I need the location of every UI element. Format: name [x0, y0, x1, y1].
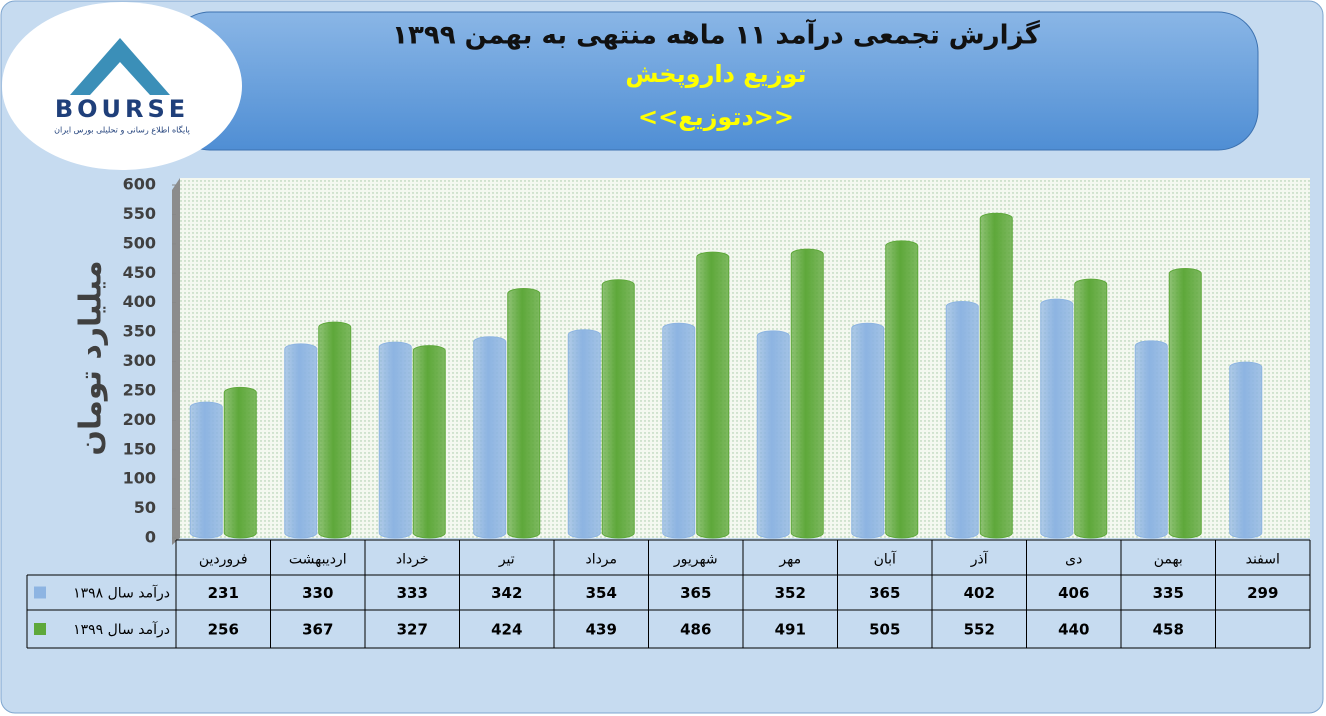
y-tick-label: 0 [145, 528, 156, 547]
bar [507, 288, 541, 539]
bar [601, 279, 635, 539]
x-tick-label: آذر [970, 551, 989, 568]
plot-area [180, 178, 1310, 538]
bar [318, 321, 352, 539]
logo-text: BOURSE [55, 95, 189, 123]
table-cell: 299 [1247, 584, 1278, 602]
bar [1074, 278, 1108, 539]
bar [945, 300, 979, 539]
table-cell: 354 [586, 584, 617, 602]
y-tick-label: 250 [123, 380, 156, 399]
table-cell: 365 [869, 584, 900, 602]
x-tick-label: بهمن [1154, 552, 1183, 568]
table-cell: 439 [586, 621, 617, 639]
x-tick-label: دی [1065, 552, 1082, 568]
annotation: <<دتوزیع>> [638, 103, 794, 131]
bar [1040, 298, 1074, 539]
table-cell: 365 [680, 584, 711, 602]
bar [979, 212, 1013, 539]
table-cell: 231 [208, 584, 239, 602]
table-cell: 367 [302, 621, 333, 639]
y-tick-label: 600 [123, 175, 156, 194]
y-tick-label: 100 [123, 469, 156, 488]
bar [1229, 361, 1263, 539]
x-tick-label: آبان [874, 551, 897, 568]
logo-icon [70, 38, 170, 95]
logo-badge [2, 2, 242, 170]
y-tick-label: 550 [123, 204, 156, 223]
bar [189, 401, 223, 539]
x-tick-label: تیر [498, 552, 515, 568]
y-tick-label: 300 [123, 351, 156, 370]
table-cell: 335 [1153, 584, 1184, 602]
table-cell: 406 [1058, 584, 1089, 602]
table-cell: 402 [964, 584, 995, 602]
bar [223, 386, 257, 539]
x-tick-label: خرداد [396, 552, 429, 568]
chart-subtitle: توزیع داروپخش [625, 60, 806, 88]
table-cell: 327 [397, 621, 428, 639]
bar [790, 248, 824, 539]
table-cell: 256 [208, 621, 239, 639]
bar [567, 329, 601, 539]
x-tick-label: اسفند [1246, 552, 1280, 568]
y-tick-label: 450 [123, 263, 156, 282]
bar [851, 322, 885, 539]
chart-title: گزارش تجمعی درآمد ۱۱ ماهه منتهی به بهمن … [392, 19, 1041, 51]
bar [756, 330, 790, 539]
table-cell: 424 [491, 621, 522, 639]
x-tick-label: شهریور [673, 552, 718, 568]
bar [378, 341, 412, 539]
legend-swatch [34, 623, 46, 635]
bar [1134, 340, 1168, 539]
table-cell: 552 [964, 621, 995, 639]
table-cell: 342 [491, 584, 522, 602]
legend-label: درآمد سال ۱۳۹۹ [73, 621, 170, 638]
y-tick-label: 500 [123, 233, 156, 252]
x-tick-label: اردیبهشت [289, 552, 347, 568]
bar [885, 240, 919, 539]
bar [696, 251, 730, 539]
table-cell: 333 [397, 584, 428, 602]
logo-tagline: پایگاه اطلاع رسانی و تحلیلی بورس ایران [54, 125, 190, 135]
y-tick-label: 150 [123, 439, 156, 458]
bar [473, 336, 507, 539]
y-axis-label: میلیارد تومان [74, 260, 109, 455]
y-tick-label: 50 [134, 498, 156, 517]
bar [412, 345, 446, 539]
y-tick-label: 400 [123, 292, 156, 311]
table-cell: 458 [1153, 621, 1184, 639]
table-cell: 440 [1058, 621, 1089, 639]
bar [284, 343, 318, 539]
x-tick-label: مهر [778, 552, 801, 568]
legend-label: درآمد سال ۱۳۹۸ [73, 585, 170, 602]
bar [662, 322, 696, 539]
table-cell: 330 [302, 584, 333, 602]
x-tick-label: فروردین [199, 552, 248, 568]
bar [1168, 268, 1202, 539]
table-cell: 491 [775, 621, 806, 639]
legend-swatch [34, 586, 46, 599]
y-tick-label: 350 [123, 322, 156, 341]
table-cell: 352 [775, 584, 806, 602]
table-cell: 505 [869, 621, 900, 639]
table-cell: 486 [680, 621, 711, 639]
y-tick-label: 200 [123, 410, 156, 429]
x-tick-label: مرداد [585, 552, 617, 568]
